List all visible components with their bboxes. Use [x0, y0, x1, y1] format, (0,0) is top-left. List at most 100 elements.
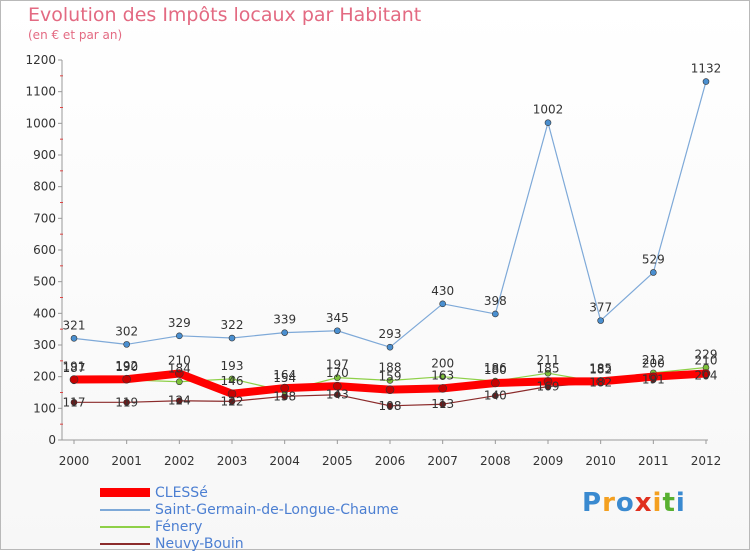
x-tick-label: 2009: [533, 454, 564, 468]
data-point: [439, 373, 446, 380]
data-point: [543, 377, 553, 386]
data-label: 1002: [533, 103, 564, 117]
data-label: 197: [326, 358, 349, 372]
data-point: [702, 78, 710, 85]
y-tick-label: 300: [33, 338, 56, 352]
x-tick-label: 2008: [480, 454, 511, 468]
data-label: 398: [484, 294, 507, 308]
data-label: 321: [63, 318, 86, 332]
data-label: 154: [273, 371, 296, 385]
y-tick-label: 500: [33, 275, 56, 289]
x-tick-label: 2006: [375, 454, 406, 468]
legend-item: Fénery: [100, 518, 399, 535]
data-label: 212: [642, 353, 665, 367]
legend-label: Neuvy-Bouin: [155, 535, 244, 552]
logo-letter: P: [582, 488, 603, 518]
data-point: [228, 334, 236, 342]
x-tick-label: 2007: [427, 454, 458, 468]
data-label: 108: [379, 399, 402, 413]
logo-letter: t: [662, 488, 676, 518]
data-point: [70, 399, 78, 406]
data-point: [176, 332, 183, 340]
logo-letter: i: [675, 488, 686, 518]
data-point: [123, 341, 130, 348]
chart-subtitle: (en € et par an): [28, 28, 123, 42]
data-label: 180: [484, 363, 507, 377]
data-point: [280, 383, 289, 393]
data-point: [386, 402, 394, 410]
legend-label: CLESSé: [155, 484, 208, 501]
data-point: [123, 399, 130, 406]
data-label: 164: [273, 368, 296, 382]
data-labels-layer: 191 192 210 146 164 170 159 163 180 185 185 200 210 3…: [63, 62, 722, 413]
data-label: 200: [642, 357, 665, 371]
data-point: [597, 317, 604, 324]
data-point: [492, 392, 499, 399]
y-tick-label: 1200: [25, 53, 56, 67]
data-point: [650, 269, 657, 276]
data-point: [596, 377, 605, 386]
legend-swatch: [100, 542, 150, 545]
x-tick-label: 2004: [269, 454, 300, 468]
y-tick-label: 1000: [25, 116, 56, 130]
data-point: [334, 374, 341, 381]
x-tick-label: 2003: [217, 454, 248, 468]
y-tick-label: 700: [33, 211, 56, 225]
data-label: 185: [537, 361, 560, 375]
chart-legend: CLESSé Saint-Germain-de-Longue-Chaume Féne…: [100, 484, 399, 552]
y-tick-label: 1100: [25, 85, 56, 99]
data-point: [544, 369, 552, 377]
legend-label: Saint-Germain-de-Longue-Chaume: [155, 501, 399, 518]
logo-letter: o: [615, 488, 635, 518]
x-tick-label: 2002: [164, 454, 195, 468]
data-label: 339: [273, 313, 296, 327]
proxiti-logo: Proxiti: [582, 488, 686, 518]
data-point: [385, 385, 395, 394]
series-layer: [69, 78, 711, 410]
y-tick-label: 900: [33, 148, 56, 162]
legend-item: CLESSé: [100, 484, 399, 501]
data-label: 293: [379, 327, 402, 341]
data-point: [334, 391, 341, 399]
data-point: [544, 119, 552, 126]
x-tick-label: 2012: [691, 454, 722, 468]
data-label: 1132: [691, 62, 722, 76]
data-point: [386, 377, 394, 384]
data-label: 210: [695, 354, 718, 368]
data-label: 140: [484, 389, 507, 403]
data-point: [649, 372, 658, 381]
data-label: 113: [431, 397, 454, 411]
y-tick-label: 0: [48, 433, 56, 447]
y-tick-label: 200: [33, 370, 56, 384]
data-label: 302: [115, 324, 138, 338]
data-label: 187: [63, 361, 86, 375]
data-label: 143: [326, 388, 349, 402]
y-tick-label: 100: [33, 401, 56, 415]
data-label: 210: [168, 354, 191, 368]
y-tick-label: 800: [33, 180, 56, 194]
data-point: [122, 374, 131, 384]
data-point: [491, 378, 500, 388]
data-point: [69, 375, 79, 384]
data-point: [175, 369, 184, 378]
data-label: 188: [379, 360, 402, 374]
data-point: [281, 329, 288, 336]
data-point: [439, 300, 446, 308]
data-label: 159: [379, 370, 402, 384]
data-label: 529: [642, 252, 665, 266]
data-label: 169: [537, 379, 560, 393]
data-label: 124: [168, 394, 191, 408]
data-label: 170: [326, 366, 349, 380]
data-label: 138: [273, 389, 296, 403]
data-label: 184: [168, 362, 191, 376]
legend-item: Saint-Germain-de-Longue-Chaume: [100, 501, 399, 518]
data-label: 211: [537, 353, 560, 367]
data-point: [70, 335, 78, 342]
data-point: [333, 381, 342, 391]
data-label: 430: [431, 284, 454, 298]
data-label: 204: [695, 368, 718, 382]
data-label: 329: [168, 316, 191, 330]
data-label: 182: [589, 362, 612, 376]
logo-letter: x: [634, 488, 653, 518]
